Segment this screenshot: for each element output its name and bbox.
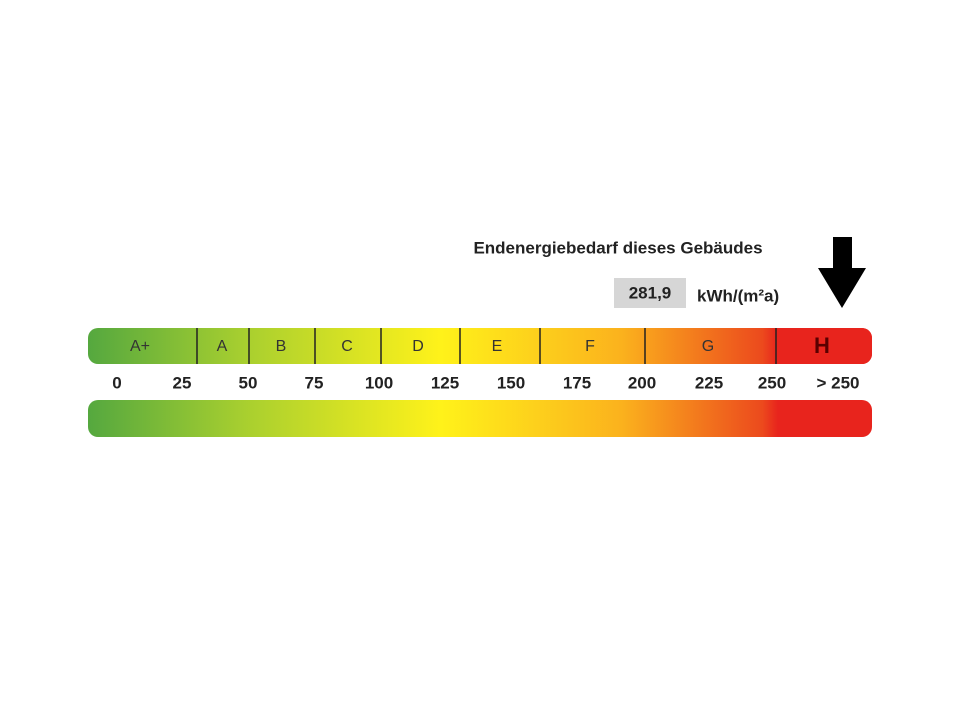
- class-label: C: [341, 338, 353, 355]
- tick-label: > 250: [816, 373, 859, 392]
- value-box: [614, 278, 686, 308]
- class-label: B: [276, 338, 287, 355]
- title: Endenergiebedarf dieses Gebäudes: [473, 238, 762, 257]
- tick-label: 25: [173, 373, 192, 392]
- class-label: A: [217, 338, 228, 355]
- class-bar: [88, 328, 872, 364]
- tick-label: 75: [305, 373, 324, 392]
- tick-label: 225: [695, 373, 723, 392]
- tick-label: 150: [497, 373, 525, 392]
- tick-label: 50: [239, 373, 258, 392]
- tick-label: 100: [365, 373, 393, 392]
- class-label: G: [702, 338, 714, 355]
- labels: A+ A B C D E F G H 0 25 50 75 100 125 150 175 200 225 250 > …: [112, 328, 860, 392]
- tick-label: 0: [112, 373, 121, 392]
- class-label: E: [492, 338, 503, 355]
- gradient-bar: [88, 400, 872, 437]
- tick-label: 250: [758, 373, 786, 392]
- value: 281,9: [629, 283, 672, 302]
- class-label: H: [814, 333, 830, 358]
- class-h: [776, 328, 872, 364]
- arrow: [818, 237, 866, 308]
- tick-label: 125: [431, 373, 459, 392]
- tick-label: 175: [563, 373, 591, 392]
- class-label: F: [585, 338, 595, 355]
- class-label: D: [412, 338, 424, 355]
- unit: kWh/(m²a): [697, 286, 779, 305]
- tick-label: 200: [628, 373, 656, 392]
- class-label: A+: [130, 338, 150, 355]
